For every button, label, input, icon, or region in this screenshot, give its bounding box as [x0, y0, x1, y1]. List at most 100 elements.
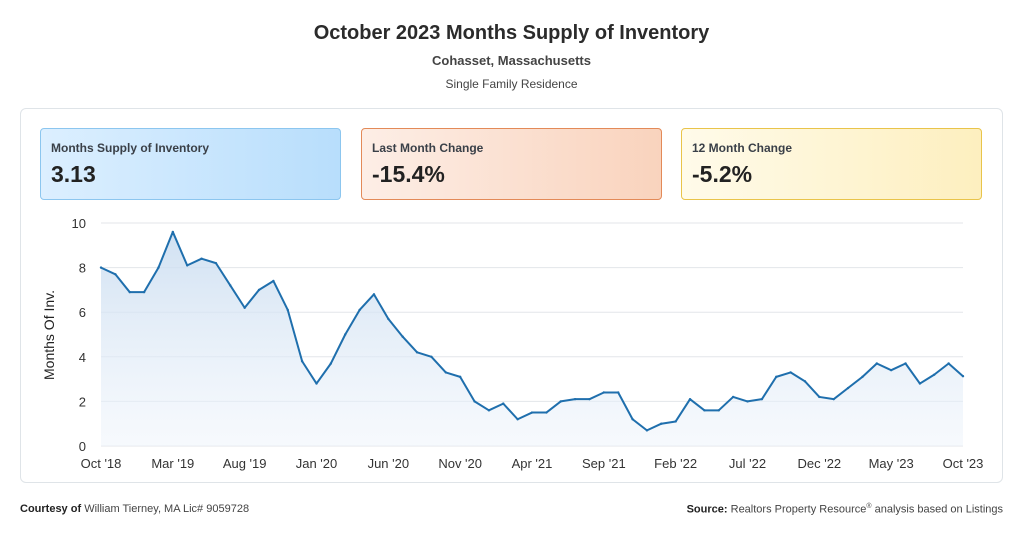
data-point	[588, 397, 591, 401]
y-tick-label: 8	[79, 261, 86, 276]
source-text-2: analysis based on Listings	[871, 503, 1003, 516]
data-point	[631, 418, 634, 421]
data-point	[286, 308, 289, 312]
data-point	[128, 290, 131, 294]
y-axis-label: Months Of Inv.	[41, 290, 57, 380]
last-month-change-label: Last Month Change	[372, 141, 484, 155]
source-text-1: Realtors Property Resource	[730, 503, 867, 516]
twelve-month-change-value: -5.2%	[692, 161, 753, 187]
data-point	[229, 284, 232, 287]
data-point	[387, 317, 390, 321]
data-point	[947, 362, 950, 365]
data-point	[516, 418, 519, 421]
data-point	[186, 264, 189, 267]
data-point	[358, 308, 361, 312]
x-tick-label: Jan '20	[296, 456, 338, 471]
data-point	[430, 355, 433, 358]
courtesy-label: Courtesy of	[20, 503, 82, 515]
data-point	[157, 266, 160, 269]
data-point	[243, 306, 246, 309]
months-supply-card: Months Supply of Inventory 3.13	[40, 128, 341, 200]
data-point	[875, 362, 878, 365]
x-tick-label: Oct '23	[943, 456, 984, 471]
data-point	[961, 375, 965, 378]
data-point	[487, 409, 491, 412]
data-point	[688, 397, 692, 401]
data-point	[775, 375, 778, 379]
data-point	[272, 279, 275, 283]
data-point	[171, 230, 175, 234]
data-point	[114, 273, 117, 276]
data-point	[602, 391, 606, 394]
courtesy-text: William Tierney, MA Lic# 9059728	[84, 503, 250, 515]
data-point	[918, 382, 922, 385]
data-point	[444, 371, 447, 374]
x-tick-label: Dec '22	[797, 456, 841, 471]
data-point	[415, 351, 419, 354]
data-point	[703, 409, 706, 412]
data-point	[861, 375, 864, 379]
y-tick-label: 10	[72, 216, 86, 231]
x-tick-label: Aug '19	[223, 456, 267, 471]
data-point	[214, 261, 218, 265]
twelve-month-change-label: 12 Month Change	[692, 141, 793, 155]
data-point	[645, 429, 649, 432]
y-tick-label: 6	[79, 305, 86, 320]
twelve-month-change-card: 12 Month Change -5.2%	[681, 128, 982, 200]
x-tick-label: Mar '19	[151, 456, 194, 471]
x-tick-label: Apr '21	[512, 456, 553, 471]
data-point	[300, 360, 304, 363]
y-tick-label: 0	[79, 439, 86, 454]
data-point	[530, 411, 534, 414]
data-point	[846, 386, 850, 390]
y-tick-label: 4	[79, 350, 86, 365]
data-point	[746, 400, 749, 403]
registered-mark: ®	[866, 503, 872, 510]
x-tick-label: Sep '21	[582, 456, 626, 471]
x-tick-label: May '23	[869, 456, 914, 471]
data-point	[257, 288, 261, 292]
data-point	[315, 382, 318, 385]
data-point	[458, 375, 462, 379]
data-point	[818, 395, 821, 399]
x-tick-label: Jun '20	[368, 456, 410, 471]
data-point	[674, 420, 677, 423]
data-point	[889, 368, 893, 372]
data-point	[545, 411, 548, 414]
data-point	[660, 422, 663, 425]
courtesy-footer: Courtesy of William Tierney, MA Lic# 905…	[20, 503, 249, 515]
data-point	[372, 293, 376, 296]
data-point	[933, 373, 936, 376]
months-supply-value: 3.13	[51, 161, 96, 187]
last-month-change-card: Last Month Change -15.4%	[361, 128, 662, 200]
y-tick-label: 2	[79, 394, 86, 409]
data-point	[789, 371, 792, 374]
source-footer: Source: Realtors Property Resource® anal…	[687, 503, 1003, 516]
data-point	[559, 400, 562, 403]
data-point	[142, 290, 146, 294]
data-point	[717, 409, 720, 412]
x-tick-label: Jul '22	[729, 456, 766, 471]
source-label: Source:	[686, 503, 728, 516]
data-point	[344, 333, 347, 336]
x-tick-label: Feb '22	[654, 456, 697, 471]
data-point	[832, 397, 835, 401]
data-point	[329, 362, 333, 365]
data-point	[904, 362, 907, 365]
data-point	[473, 400, 476, 403]
data-point	[803, 380, 807, 383]
months-supply-label: Months Supply of Inventory	[51, 141, 209, 155]
property-type-label: Single Family Residence	[445, 77, 578, 91]
data-point	[502, 402, 505, 405]
last-month-change-value: -15.4%	[372, 161, 445, 187]
data-point	[731, 395, 735, 399]
x-tick-label: Nov '20	[438, 456, 482, 471]
data-point	[99, 266, 103, 269]
x-tick-label: Oct '18	[81, 456, 122, 471]
chart-subtitle: Cohasset, Massachusetts	[432, 53, 591, 68]
area-fill	[101, 231, 963, 446]
data-point	[401, 335, 404, 338]
data-point	[760, 397, 764, 401]
data-point	[200, 257, 203, 260]
